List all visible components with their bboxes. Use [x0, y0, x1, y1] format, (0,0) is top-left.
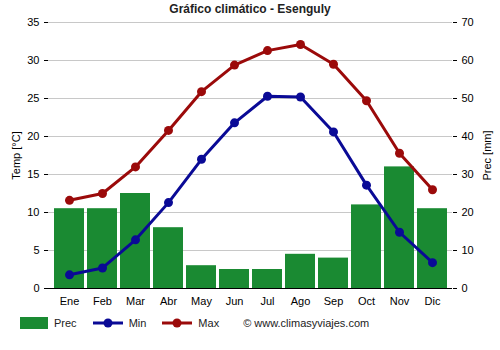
svg-text:15: 15 [27, 168, 39, 180]
html-text:© www.climasyviajes.com: © www.climasyviajes.com [243, 317, 370, 329]
svg-text:5: 5 [33, 244, 39, 256]
svg-text:Dic: Dic [425, 295, 441, 307]
svg-text:50: 50 [462, 92, 474, 104]
svg-text:10: 10 [27, 206, 39, 218]
svg-text:May: May [191, 295, 212, 307]
svg-text:35: 35 [27, 16, 39, 28]
html-text:Prec: Prec [54, 317, 77, 329]
html-text:Min: Min [128, 317, 147, 329]
svg-text:Sep: Sep [324, 295, 344, 307]
html-text:Gráfico climático - Esenguly: Gráfico climático - Esenguly [169, 2, 331, 16]
svg-text:Nov: Nov [390, 295, 410, 307]
svg-text:Abr: Abr [160, 295, 177, 307]
svg-text:25: 25 [27, 92, 39, 104]
svg-text:Ago: Ago [291, 295, 311, 307]
svg-text:10: 10 [462, 244, 474, 256]
svg-text:0: 0 [462, 282, 468, 294]
svg-text:Prec [mm]: Prec [mm] [481, 130, 493, 180]
svg-text:30: 30 [462, 168, 474, 180]
svg-text:Ene: Ene [60, 295, 80, 307]
svg-text:Temp [°C]: Temp [°C] [10, 131, 22, 179]
svg-text:0: 0 [33, 282, 39, 294]
svg-text:20: 20 [462, 206, 474, 218]
svg-text:Feb: Feb [93, 295, 112, 307]
svg-text:Oct: Oct [358, 295, 375, 307]
svg-text:30: 30 [27, 54, 39, 66]
svg-text:60: 60 [462, 54, 474, 66]
svg-text:Jul: Jul [260, 295, 274, 307]
svg-text:Mar: Mar [126, 295, 145, 307]
svg-text:40: 40 [462, 130, 474, 142]
svg-text:70: 70 [462, 16, 474, 28]
svg-text:20: 20 [27, 130, 39, 142]
svg-text:Jun: Jun [226, 295, 244, 307]
html-text:Max: Max [198, 317, 220, 329]
